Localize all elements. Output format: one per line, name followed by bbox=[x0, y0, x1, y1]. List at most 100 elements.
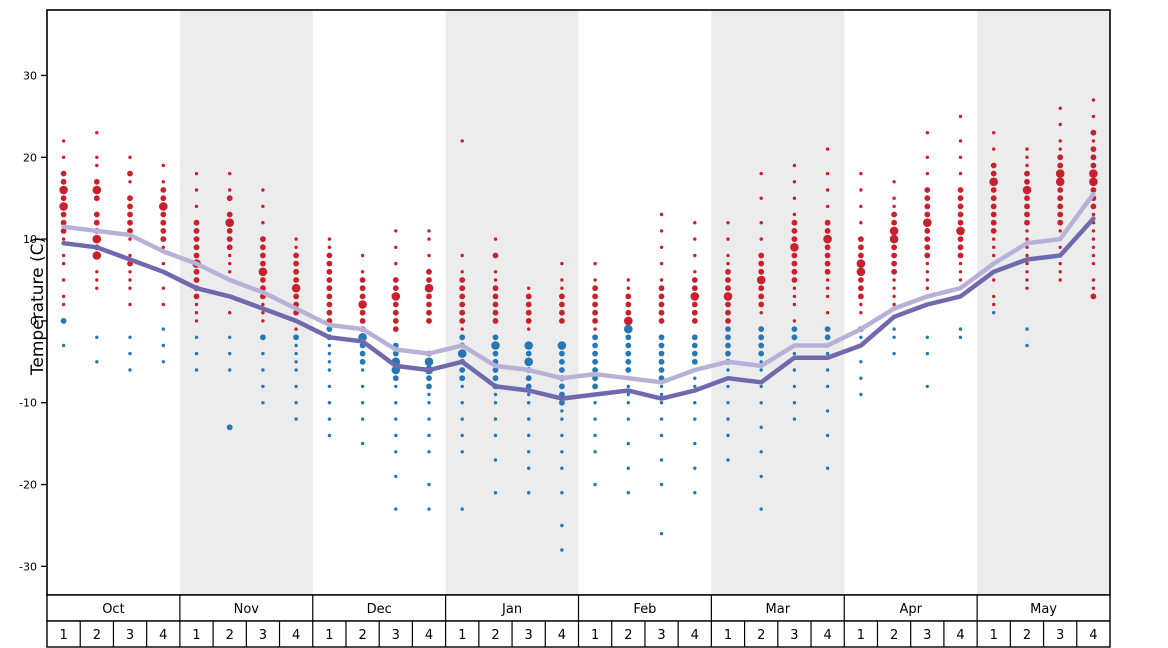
high-temp-dot bbox=[293, 260, 299, 267]
high-temp-dot bbox=[824, 252, 831, 259]
high-temp-dot bbox=[859, 221, 863, 225]
high-temp-dot bbox=[194, 188, 199, 192]
high-temp-dot bbox=[791, 219, 798, 226]
high-temp-dot bbox=[426, 268, 432, 275]
high-temp-dot bbox=[294, 327, 298, 331]
low-temp-dot bbox=[592, 350, 598, 357]
high-temp-dot bbox=[1090, 293, 1097, 300]
low-temp-dot bbox=[493, 491, 498, 495]
low-temp-dot bbox=[261, 384, 265, 389]
low-temp-dot bbox=[791, 326, 798, 332]
low-temp-dot bbox=[327, 351, 332, 356]
high-temp-dot bbox=[759, 196, 763, 200]
low-temp-dot bbox=[792, 351, 797, 356]
low-temp-dot bbox=[360, 401, 365, 405]
low-temp-dot bbox=[424, 357, 434, 367]
high-temp-dot bbox=[658, 293, 665, 300]
high-temp-dot bbox=[1057, 195, 1064, 202]
low-temp-dot bbox=[228, 351, 232, 356]
low-temp-dot bbox=[658, 334, 665, 341]
high-temp-dot bbox=[492, 252, 499, 259]
high-temp-dot bbox=[992, 245, 996, 249]
low-temp-dot bbox=[527, 491, 531, 495]
low-temp-dot bbox=[491, 341, 500, 350]
high-temp-dot bbox=[291, 283, 301, 293]
low-temp-dot bbox=[759, 401, 763, 405]
low-temp-dot bbox=[294, 417, 298, 421]
high-temp-dot bbox=[792, 319, 797, 323]
high-temp-dot bbox=[923, 218, 932, 227]
high-temp-dot bbox=[95, 163, 99, 168]
low-temp-dot bbox=[792, 401, 797, 405]
high-temp-dot bbox=[326, 268, 333, 275]
high-temp-dot bbox=[261, 319, 265, 323]
y-tick-label: 10 bbox=[23, 233, 37, 246]
high-temp-dot bbox=[1091, 278, 1096, 282]
low-temp-dot bbox=[825, 409, 830, 413]
low-temp-dot bbox=[859, 376, 863, 380]
high-temp-dot bbox=[326, 260, 333, 267]
high-temp-dot bbox=[226, 244, 233, 251]
low-temp-dot bbox=[360, 368, 365, 372]
low-temp-dot bbox=[492, 334, 499, 341]
high-temp-dot bbox=[260, 236, 266, 243]
low-temp-dot bbox=[492, 375, 499, 382]
low-temp-dot bbox=[527, 392, 531, 397]
low-temp-dot bbox=[427, 482, 431, 487]
low-temp-dot bbox=[626, 417, 630, 421]
high-temp-dot bbox=[990, 211, 997, 218]
low-temp-dot bbox=[128, 335, 132, 339]
week-label: 3 bbox=[392, 628, 400, 643]
low-temp-dot bbox=[194, 351, 199, 356]
high-temp-dot bbox=[1058, 106, 1062, 110]
low-temp-dot bbox=[625, 342, 632, 349]
average-high-line bbox=[61, 191, 1096, 385]
high-temp-dot bbox=[1058, 245, 1062, 249]
high-temp-dot bbox=[792, 294, 797, 299]
high-temp-dot bbox=[989, 177, 998, 187]
high-temp-dot bbox=[824, 219, 831, 226]
y-tick-label: 0 bbox=[30, 315, 37, 328]
high-temp-dot bbox=[791, 277, 798, 283]
high-temp-dot bbox=[560, 261, 564, 266]
week-label: 3 bbox=[259, 628, 267, 643]
low-temp-dot bbox=[593, 482, 597, 487]
week-label: 4 bbox=[159, 628, 167, 643]
high-temp-dot bbox=[990, 170, 997, 177]
low-temp-dot bbox=[725, 326, 731, 332]
low-temp-dot bbox=[592, 358, 598, 365]
low-temp-dot bbox=[294, 401, 298, 405]
high-temp-dot bbox=[824, 228, 831, 234]
high-temp-dot bbox=[825, 147, 830, 151]
low-temp-dot bbox=[759, 474, 763, 479]
high-temp-dot bbox=[924, 252, 931, 259]
high-temp-dot bbox=[891, 211, 897, 218]
high-temp-dot bbox=[1025, 155, 1029, 159]
high-temp-dot bbox=[95, 131, 99, 135]
high-temp-dot bbox=[525, 318, 532, 324]
low-temp-dot bbox=[559, 358, 565, 365]
high-temp-dot bbox=[1058, 261, 1062, 266]
high-temp-dot bbox=[327, 245, 332, 249]
high-temp-dot bbox=[792, 180, 797, 184]
high-temp-dot bbox=[859, 188, 863, 192]
high-temp-dot bbox=[525, 293, 532, 300]
low-temp-dot bbox=[128, 351, 132, 356]
high-temp-dot bbox=[756, 275, 766, 285]
month-band bbox=[977, 10, 1110, 595]
high-temp-dot bbox=[61, 237, 66, 241]
high-temp-dot bbox=[459, 293, 466, 300]
high-temp-dot bbox=[891, 244, 897, 251]
low-temp-dot bbox=[626, 392, 630, 397]
week-label: 2 bbox=[226, 628, 234, 643]
high-temp-dot bbox=[492, 285, 499, 292]
low-temp-dot bbox=[1025, 327, 1029, 331]
high-temp-dot bbox=[392, 277, 399, 283]
high-temp-dot bbox=[1025, 147, 1029, 151]
high-temp-dot bbox=[924, 187, 931, 193]
week-label: 4 bbox=[292, 628, 300, 643]
y-tick-label: -30 bbox=[19, 560, 37, 573]
low-temp-dot bbox=[758, 342, 765, 349]
low-temp-dot bbox=[758, 326, 765, 332]
low-temp-dot bbox=[427, 417, 431, 421]
